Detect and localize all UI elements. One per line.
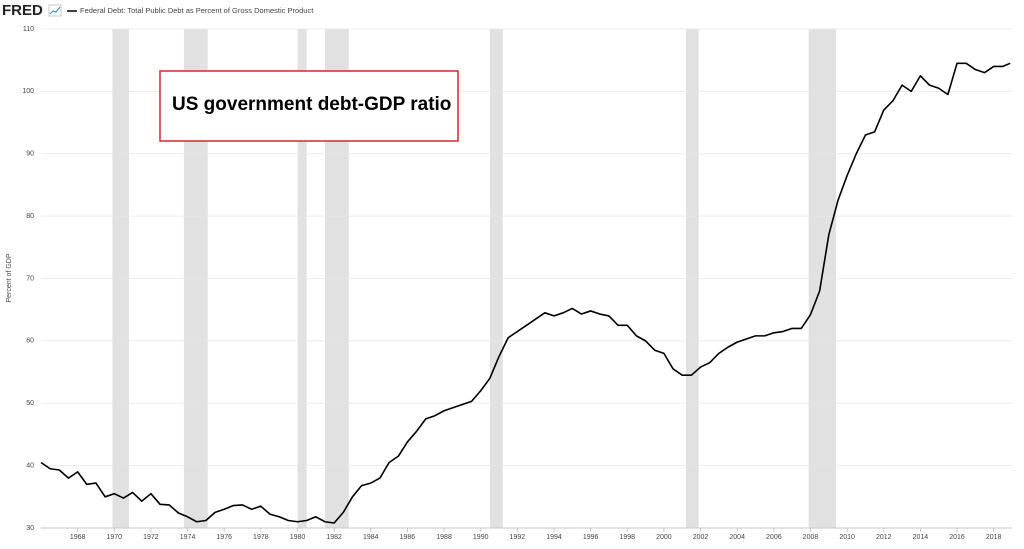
y-tick-label: 110 [23, 26, 34, 33]
x-tick-label: 1970 [106, 534, 122, 541]
x-tick-label: 2002 [693, 534, 709, 541]
data-line [40, 62, 1011, 524]
x-tick-label: 1990 [473, 534, 489, 541]
x-tick-label: 1972 [143, 534, 159, 541]
y-tick-label: 90 [26, 151, 34, 158]
annotation: US government debt-GDP ratio [172, 94, 451, 115]
logo-icon [48, 4, 62, 17]
x-tick-label: 2006 [766, 534, 782, 541]
y-tick-label: 100 [22, 88, 34, 95]
x-tick-label: 1998 [619, 534, 635, 541]
logo: FRED [2, 2, 43, 19]
y-tick-label: 70 [26, 275, 34, 282]
x-tick-label: 2016 [949, 534, 965, 541]
x-tick-label: 1996 [583, 534, 599, 541]
x-tick-label: 1980 [290, 534, 306, 541]
x-tick-label: 1986 [400, 534, 416, 541]
x-tick-label: 1992 [510, 534, 526, 541]
x-tick-label: 2018 [986, 534, 1002, 541]
x-tick-label: 2010 [839, 534, 855, 541]
x-tick-label: 1988 [436, 534, 452, 541]
x-tick-label: 1974 [180, 534, 196, 541]
x-tick-label: 2012 [876, 534, 892, 541]
x-tick-label: 1978 [253, 534, 269, 541]
y-tick-label: 50 [26, 400, 34, 407]
x-tick-label: 1994 [546, 534, 562, 541]
y-tick-label: 80 [26, 213, 34, 220]
y-tick-label: 40 [26, 462, 34, 469]
y-tick-label: 60 [26, 338, 34, 345]
x-tick-label: 1982 [326, 534, 342, 541]
x-tick-label: 1968 [70, 534, 86, 541]
y-tick-label: 30 [26, 525, 34, 532]
y-axis-label: Percent of GDP [6, 253, 13, 302]
annotation-box [159, 70, 459, 142]
legend-label: Federal Debt: Total Public Debt as Perce… [80, 6, 314, 15]
x-tick-label: 1976 [216, 534, 232, 541]
x-tick-label: 2008 [803, 534, 819, 541]
x-tick-label: 1984 [363, 534, 379, 541]
plot-area: 30 40 50 60 70 80 90 100 110 1968 1970 1972 1974 1976… [22, 26, 1012, 541]
x-tick-label: 2004 [729, 534, 745, 541]
x-tick-label: 2014 [913, 534, 929, 541]
x-tick-label: 2000 [656, 534, 672, 541]
